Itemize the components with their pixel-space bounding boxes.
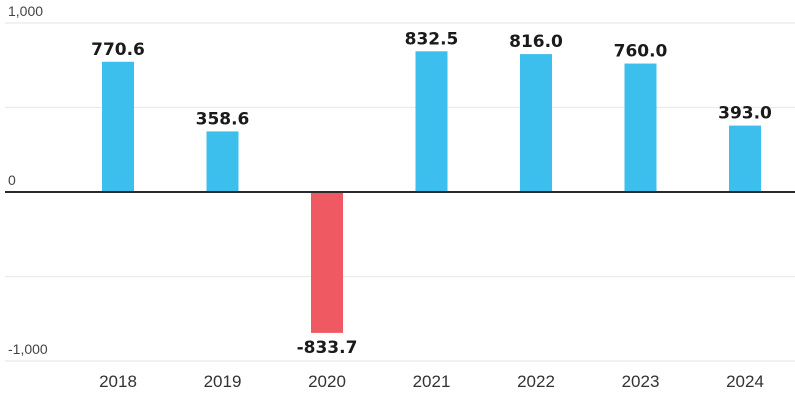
data-label-2019: 358.6 [196, 109, 250, 129]
bar-2021 [415, 51, 448, 193]
data-labels: 770.6 358.6 -833.7 832.5 816.0 760.0 393.0 [91, 29, 772, 358]
x-tick-2024: 2024 [726, 372, 764, 391]
x-tick-2022: 2022 [517, 372, 555, 391]
bar-2019 [206, 131, 239, 192]
bar-2020 [311, 192, 343, 333]
x-tick-2020: 2020 [308, 372, 346, 391]
bar-2023 [624, 63, 657, 193]
x-tick-2019: 2019 [204, 372, 242, 391]
bar-2024 [729, 125, 761, 192]
x-tick-2018: 2018 [99, 372, 137, 391]
data-label-2020: -833.7 [297, 338, 358, 358]
y-tick-label: 1,000 [8, 3, 43, 19]
x-axis-ticks: 2018 2019 2020 2021 2022 2023 2024 [99, 372, 764, 391]
data-label-2021: 832.5 [405, 29, 459, 49]
data-label-2024: 393.0 [718, 104, 772, 124]
y-tick-label: 0 [8, 172, 16, 188]
bar-2022 [520, 54, 552, 192]
bar-2018 [102, 61, 134, 192]
x-tick-2021: 2021 [413, 372, 451, 391]
x-tick-2023: 2023 [622, 372, 660, 391]
data-label-2018: 770.6 [91, 40, 145, 60]
data-label-2023: 760.0 [614, 42, 668, 62]
y-axis-ticks: 1,000 0 -1,000 [8, 3, 48, 357]
y-tick-label: -1,000 [8, 341, 48, 357]
data-label-2022: 816.0 [509, 32, 563, 52]
bars [102, 51, 761, 333]
gridlines [5, 22, 795, 362]
